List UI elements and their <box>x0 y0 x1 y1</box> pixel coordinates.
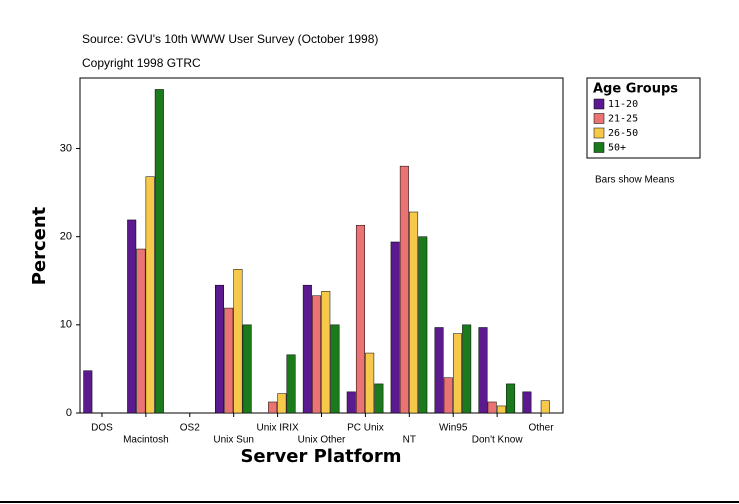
bar <box>346 391 356 414</box>
x-tick-label: NT <box>403 435 416 446</box>
bar <box>409 211 419 414</box>
legend-swatch <box>593 98 605 110</box>
bar <box>154 89 164 414</box>
y-tick-label: 30 <box>60 142 72 154</box>
bar <box>478 327 488 414</box>
bar <box>302 284 312 414</box>
bar <box>522 391 532 414</box>
bar <box>496 405 506 414</box>
bar <box>330 324 340 414</box>
bar <box>127 219 137 414</box>
bar <box>506 383 516 414</box>
x-tick-label: PC Unix <box>347 423 384 434</box>
note: Bars show Means <box>595 175 674 186</box>
bar <box>418 236 428 414</box>
y-tick-label: 20 <box>60 231 72 243</box>
x-tick-label: DOS <box>91 423 113 434</box>
x-tick-label: Unix Sun <box>213 435 254 446</box>
legend-label: 26-50 <box>608 128 638 139</box>
x-tick-label: Other <box>529 423 555 434</box>
y-tick-label: 0 <box>66 407 72 419</box>
bar <box>233 269 243 414</box>
bar <box>365 352 375 414</box>
legend-box <box>586 77 701 159</box>
bar <box>399 165 409 414</box>
bar <box>312 295 322 414</box>
legend-swatch <box>593 113 605 124</box>
bar <box>145 176 155 414</box>
x-tick-label: Unix IRIX <box>256 423 299 434</box>
bar <box>443 377 453 414</box>
legend-label: 50+ <box>608 143 626 154</box>
bar <box>136 248 146 414</box>
legend-label: 21-25 <box>608 114 638 125</box>
bar <box>355 224 365 414</box>
bar <box>462 324 472 414</box>
y-tick-label: 10 <box>60 319 72 331</box>
bar <box>452 333 462 414</box>
bar <box>224 307 234 414</box>
bar <box>390 241 400 414</box>
legend-title: Age Groups <box>593 82 678 97</box>
legend-swatch <box>593 127 605 139</box>
bar <box>540 400 550 414</box>
x-tick-label: Macintosh <box>123 435 169 446</box>
legend-label: 11-20 <box>608 99 638 110</box>
x-axis-title: Server Platform <box>240 446 401 467</box>
bar <box>268 401 278 414</box>
bar <box>434 327 444 414</box>
y-axis-title: Percent <box>29 206 50 285</box>
bar <box>487 401 497 414</box>
legend-swatch <box>593 142 605 153</box>
bar <box>277 393 287 414</box>
chart-title: Source: GVU's 10th WWW User Survey (Octo… <box>82 32 378 46</box>
x-tick-label: Unix Other <box>298 435 346 446</box>
x-tick-label: OS2 <box>180 423 200 434</box>
x-tick-label: Win95 <box>439 423 468 434</box>
x-tick-label: Don't Know <box>472 435 524 446</box>
bar <box>215 284 225 414</box>
bar <box>242 324 252 414</box>
bar <box>374 383 384 414</box>
chart-subtitle: Copyright 1998 GTRC <box>82 56 201 70</box>
bar <box>83 370 93 414</box>
bar <box>321 291 331 414</box>
bar <box>286 354 296 414</box>
